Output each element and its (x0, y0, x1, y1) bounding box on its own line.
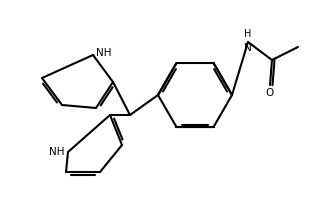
Text: H: H (244, 29, 252, 39)
Text: N: N (244, 43, 252, 53)
Text: NH: NH (50, 147, 65, 157)
Text: NH: NH (96, 48, 111, 58)
Text: O: O (266, 88, 274, 98)
